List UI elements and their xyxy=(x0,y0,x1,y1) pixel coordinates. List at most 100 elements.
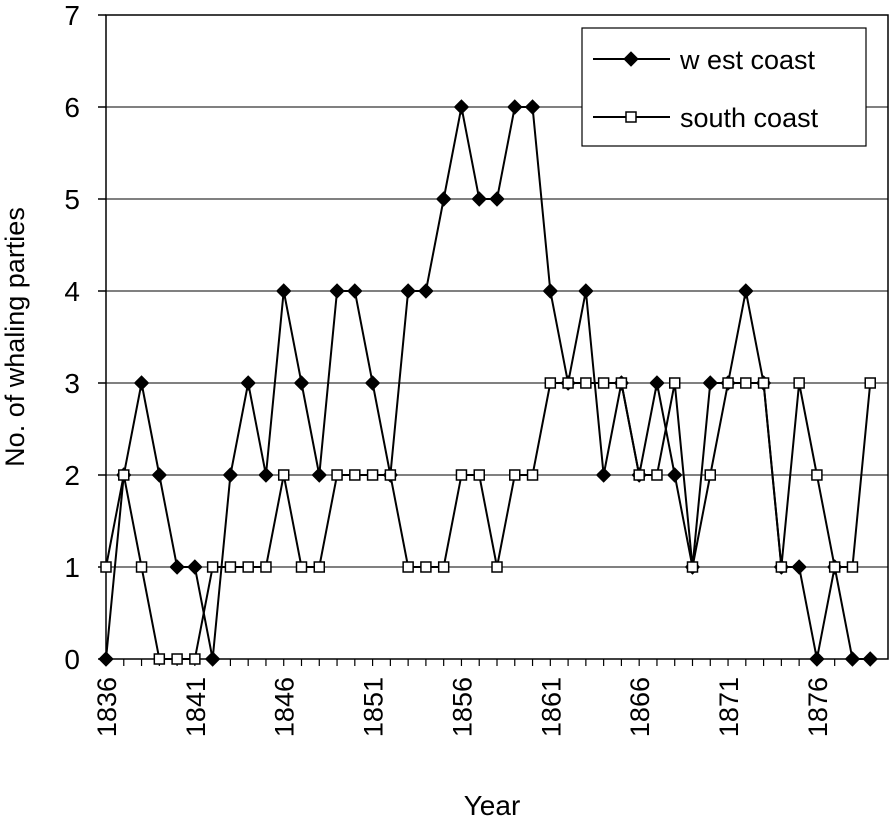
y-tick-label: 7 xyxy=(64,0,80,31)
x-tick-label: 1876 xyxy=(803,677,833,737)
series-layer xyxy=(98,99,878,667)
y-tick-label: 4 xyxy=(64,276,80,307)
x-tick-label: 1851 xyxy=(359,677,389,737)
data-point xyxy=(206,561,219,573)
data-point xyxy=(133,375,150,391)
data-point xyxy=(364,375,381,391)
data-point xyxy=(204,651,221,667)
x-tick-label: 1866 xyxy=(625,677,655,737)
data-point xyxy=(809,651,825,667)
data-point xyxy=(489,191,505,207)
data-point xyxy=(491,561,503,573)
x-tick-label: 1841 xyxy=(181,677,211,737)
data-point xyxy=(686,561,699,573)
y-tick-label: 0 xyxy=(64,644,80,675)
data-point xyxy=(260,561,272,573)
data-point xyxy=(331,469,343,481)
x-tick-label: 1836 xyxy=(92,677,122,737)
data-point xyxy=(240,375,256,391)
data-point xyxy=(846,561,859,573)
data-point xyxy=(702,375,718,391)
data-point xyxy=(437,561,450,573)
legend-marker-west-coast xyxy=(623,51,639,67)
data-point xyxy=(189,653,201,665)
data-point xyxy=(595,467,612,483)
series-line xyxy=(105,106,871,660)
data-point xyxy=(187,559,203,575)
x-tick-label: 1861 xyxy=(536,677,566,737)
data-point xyxy=(293,375,310,391)
data-point xyxy=(524,99,541,115)
legend: w est coast south coast xyxy=(581,27,867,147)
data-point xyxy=(738,283,754,299)
data-point xyxy=(402,561,414,573)
y-tick-label: 5 xyxy=(64,184,80,215)
y-tick-label: 2 xyxy=(64,460,80,491)
data-point xyxy=(864,377,876,389)
data-point xyxy=(580,377,592,389)
data-point xyxy=(544,377,557,389)
series-line xyxy=(105,382,872,660)
data-point xyxy=(222,467,239,483)
data-point xyxy=(435,191,452,207)
data-point xyxy=(224,561,237,573)
data-point xyxy=(455,469,468,481)
legend-label-west-coast: w est coast xyxy=(679,45,816,75)
data-point xyxy=(509,469,521,481)
data-point xyxy=(276,283,292,299)
legend-marker-south-coast xyxy=(625,111,637,123)
data-point xyxy=(542,283,559,299)
data-point xyxy=(420,561,432,573)
x-tick-label: 1856 xyxy=(447,677,477,737)
data-point xyxy=(313,561,326,573)
data-point xyxy=(258,467,274,483)
data-point xyxy=(633,469,645,481)
data-point xyxy=(526,469,539,481)
data-point xyxy=(828,561,841,573)
data-point xyxy=(98,651,114,667)
data-point xyxy=(471,191,487,207)
data-point xyxy=(791,559,807,575)
data-point xyxy=(453,99,470,115)
data-point xyxy=(329,283,345,299)
x-axis-label: Year xyxy=(464,790,521,819)
y-axis-label: No. of whaling parties xyxy=(0,207,30,467)
data-point xyxy=(400,283,416,299)
data-point xyxy=(366,469,379,481)
legend-box xyxy=(581,27,867,147)
data-point xyxy=(862,651,878,667)
data-point xyxy=(100,561,112,573)
x-tick-label: 1871 xyxy=(714,677,744,737)
data-point xyxy=(295,561,308,573)
data-point xyxy=(242,561,254,573)
plot-area-frame xyxy=(105,14,889,660)
data-point xyxy=(740,377,752,389)
y-tick-label: 3 xyxy=(64,368,80,399)
data-point xyxy=(704,469,717,481)
data-point xyxy=(597,377,610,389)
data-point xyxy=(578,283,594,299)
y-tick-label: 6 xyxy=(64,92,80,123)
data-point xyxy=(169,559,185,575)
x-tick-label: 1846 xyxy=(270,677,300,737)
data-point xyxy=(757,377,770,389)
data-point xyxy=(151,467,168,483)
data-point xyxy=(722,377,734,389)
data-point xyxy=(153,653,166,665)
data-point xyxy=(668,377,681,389)
y-tick-label: 1 xyxy=(64,552,80,583)
data-point xyxy=(615,377,628,389)
data-point xyxy=(651,469,663,481)
y-axis-ticks: 0 1 2 3 4 5 6 7 xyxy=(64,0,106,675)
data-point xyxy=(775,561,788,573)
data-point xyxy=(844,651,861,667)
data-point xyxy=(171,653,183,665)
data-point xyxy=(473,469,485,481)
data-point xyxy=(135,561,148,573)
x-axis-ticks: 1836 1841 1846 1851 1856 1861 1866 1871 1876 xyxy=(92,659,871,737)
data-point xyxy=(349,469,361,481)
gridlines xyxy=(106,106,888,568)
data-point xyxy=(347,283,363,299)
data-point xyxy=(507,99,523,115)
